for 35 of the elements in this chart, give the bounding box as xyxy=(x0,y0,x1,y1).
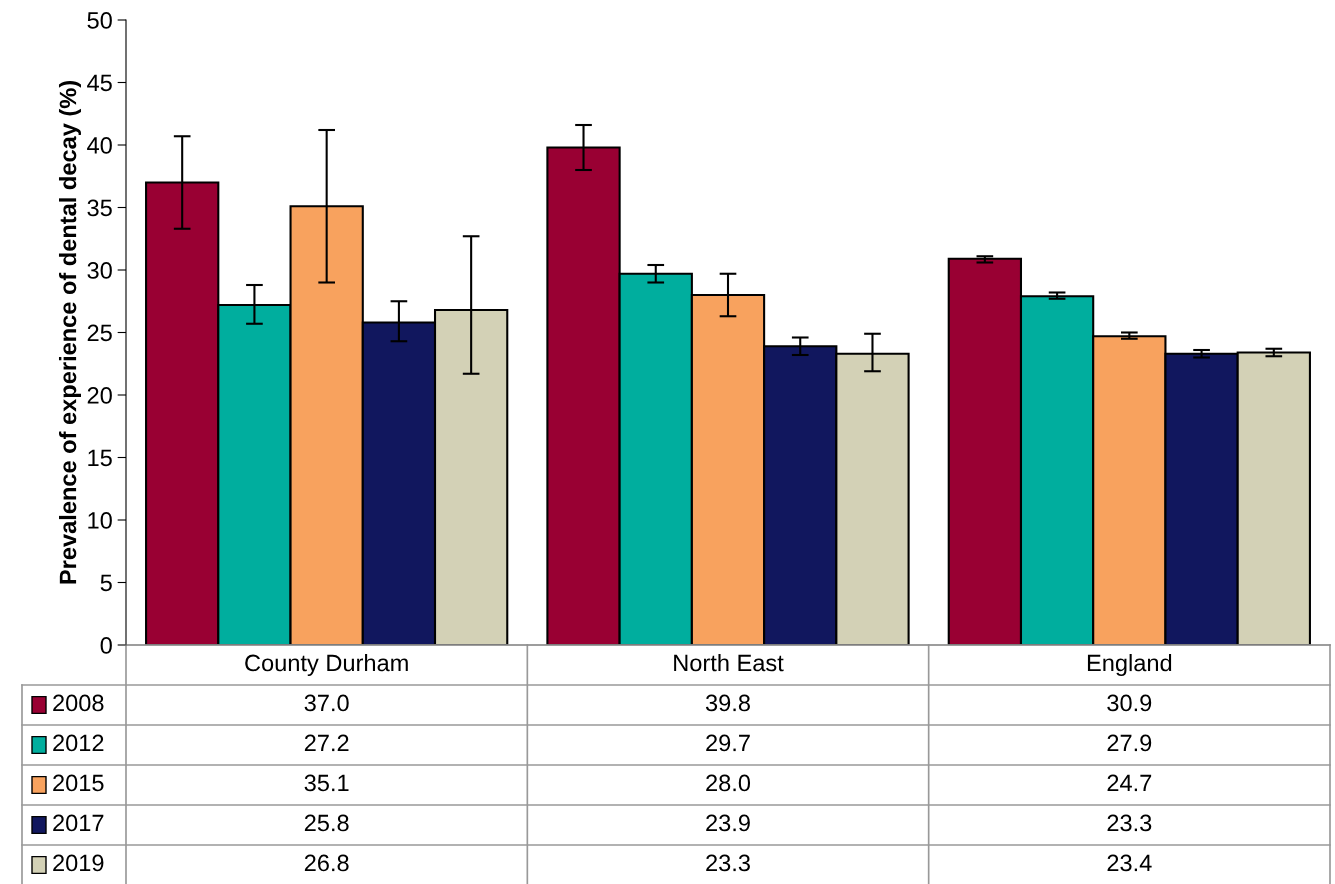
data-label: 39.8 xyxy=(705,694,750,712)
data-label: 23.4 xyxy=(1107,854,1152,872)
y-tick-label: 40 xyxy=(87,137,112,154)
data-label: 27.9 xyxy=(1107,734,1152,752)
data-label: 23.3 xyxy=(706,854,750,872)
data-label: 23.9 xyxy=(706,814,750,832)
x-tick-label: England xyxy=(1087,653,1172,677)
data-label: 35.1 xyxy=(304,774,349,792)
legend-label: 2012 xyxy=(53,734,104,752)
y-tick-label: 50 xyxy=(87,12,112,29)
data-label: 23.3 xyxy=(1107,814,1152,832)
data-label: 24.7 xyxy=(1107,774,1152,792)
data-label: 28.0 xyxy=(706,774,751,792)
legend-label: 2015 xyxy=(53,774,104,792)
data-label: 37.0 xyxy=(304,694,349,712)
legend-label: 2017 xyxy=(53,814,104,832)
y-tick-label: 10 xyxy=(88,512,112,529)
x-tick-label: North East xyxy=(674,653,784,672)
y-tick-label: 20 xyxy=(87,387,112,404)
y-tick-label: 5 xyxy=(100,574,112,592)
x-tick-label: County Durham xyxy=(245,653,408,677)
data-label: 26.8 xyxy=(304,854,349,872)
y-tick-label: 35 xyxy=(87,199,112,217)
y-axis-title: Prevalence of experience of dental decay (%) xyxy=(58,81,81,584)
data-label: 27.2 xyxy=(304,734,349,752)
y-tick-label: 45 xyxy=(87,74,112,92)
legend-label: 2008 xyxy=(53,694,104,712)
y-tick-label: 30 xyxy=(87,262,112,279)
data-label: 29.7 xyxy=(706,734,750,752)
y-tick-label: 25 xyxy=(87,324,112,342)
data-label: 30.9 xyxy=(1107,694,1152,712)
legend-label: 2019 xyxy=(53,854,104,872)
y-tick-label: 15 xyxy=(88,449,112,467)
data-label: 25.8 xyxy=(304,814,349,832)
y-tick-label: 0 xyxy=(100,637,112,654)
